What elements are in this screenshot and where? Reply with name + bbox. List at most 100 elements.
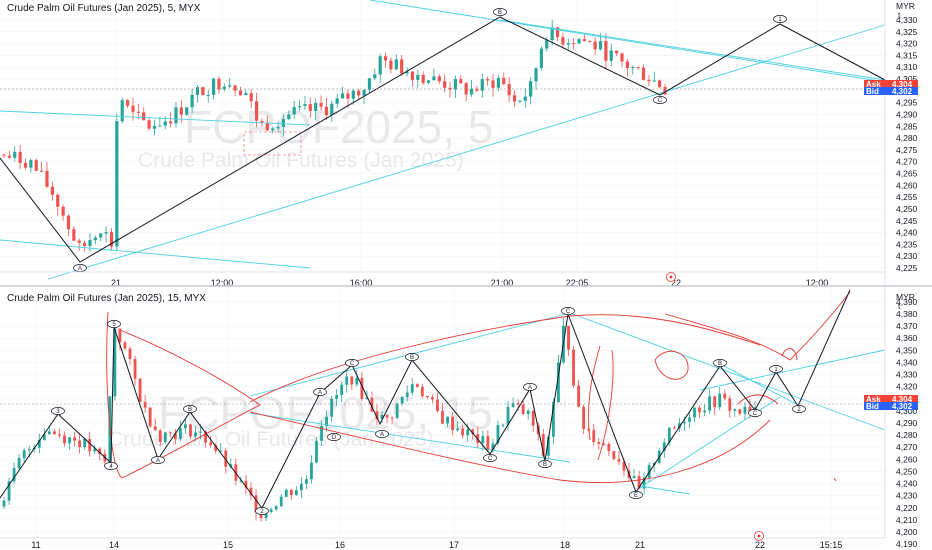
freehand-stroke — [833, 477, 837, 482]
candle-body — [512, 95, 517, 102]
candle-body — [179, 107, 183, 115]
price-tick-label: 4,190 — [896, 539, 918, 549]
candle-body — [147, 120, 151, 129]
candle-body — [486, 436, 490, 451]
top-chart-title: Crude Palm Oil Futures (Jan 2025), 5, MY… — [7, 3, 201, 14]
candle-body — [219, 450, 223, 452]
candle-body — [351, 90, 355, 99]
price-tick-label: 4,225 — [896, 263, 918, 273]
top-grid — [0, 0, 885, 272]
price-tick-label: 4,295 — [896, 98, 918, 108]
top-chart-panel[interactable]: FCPOF2025, 5 Crude Palm Oil Futures (Jan… — [0, 0, 918, 288]
time-tick-label: 17 — [449, 540, 459, 550]
candle-body — [274, 506, 278, 510]
wave-label-text: B — [498, 10, 502, 16]
freehand-stroke — [106, 311, 261, 479]
candle-body — [602, 443, 606, 445]
candle-body — [249, 93, 253, 102]
time-tick-label: 16:00 — [350, 278, 373, 288]
candle-body — [365, 397, 369, 399]
wave-label-text: C — [658, 98, 663, 104]
candle-body — [572, 43, 576, 45]
freehand-stroke — [781, 348, 798, 361]
candle-body — [233, 85, 237, 91]
candle-body — [77, 240, 81, 243]
top-price-axis[interactable]: 4,3304,3254,3204,3154,3104,3054,3004,295… — [896, 15, 918, 273]
candle-body — [405, 71, 409, 74]
candle-body — [281, 119, 286, 127]
trendline — [0, 239, 311, 269]
candle-body — [383, 56, 388, 61]
candle-body — [324, 106, 329, 116]
time-tick-label: 22 — [755, 540, 765, 550]
wave-label-text: A — [380, 432, 384, 438]
candle-body — [143, 401, 147, 408]
candle-body — [7, 155, 11, 158]
wave-label-marker — [255, 507, 269, 515]
top-time-axis[interactable]: 21 12:00 16:00 21:00 22:05 22 12:00 — [111, 278, 828, 288]
candle-body — [400, 396, 404, 404]
trendline — [0, 110, 311, 126]
candle-body — [491, 443, 495, 451]
bottom-chart-panel[interactable]: FCPOF2025, 15 Crude Palm Oil Futures (Ja… — [0, 287, 918, 550]
candle-body — [550, 27, 554, 41]
price-tick-label: 4,230 — [896, 251, 918, 261]
candle-body — [340, 384, 344, 396]
candle-body — [264, 511, 268, 519]
candle-body — [335, 395, 339, 399]
candle-body — [271, 128, 275, 131]
candle-body — [511, 403, 515, 407]
bottom-price-axis[interactable]: 4,390 4,380 4,370 4,360 4,350 4,340 4,330 4,320… — [896, 297, 918, 549]
wave-label-text: A — [318, 390, 322, 396]
candle-body — [113, 328, 117, 397]
bottom-ask-value: 4,304 — [892, 395, 913, 404]
candle-body — [501, 424, 505, 426]
price-tick-label: 4,330 — [896, 15, 918, 25]
candle-body — [362, 89, 366, 96]
candle-body — [98, 448, 102, 455]
candle-body — [99, 233, 103, 238]
price-tick-label: 4,260 — [896, 454, 918, 464]
candle-body — [415, 384, 419, 387]
wave-label-text: 2 — [797, 407, 801, 413]
candle-body — [390, 417, 394, 419]
candle-body — [22, 450, 26, 458]
bottom-freehand-drawings[interactable] — [106, 291, 851, 483]
candle-body — [557, 362, 560, 403]
time-tick-label: 14 — [109, 540, 119, 550]
wave-label-marker — [561, 307, 575, 315]
candle-body — [350, 376, 354, 385]
candle-body — [299, 483, 303, 491]
bottom-bid-value: 4,302 — [892, 402, 913, 411]
candle-body — [636, 66, 640, 68]
bottom-bid-tag — [864, 402, 886, 410]
wave-label-marker — [151, 456, 165, 464]
price-tick-label: 4,220 — [896, 503, 918, 513]
candle-body — [184, 424, 187, 429]
wave-label-marker — [183, 405, 197, 413]
candle-body — [598, 41, 603, 50]
candle-body — [461, 428, 465, 436]
candle-body — [13, 151, 17, 158]
candle-body — [229, 464, 233, 467]
top-watermark-symbol: FCPOF2025, 5 — [184, 101, 493, 153]
candle-body — [632, 476, 636, 478]
wave-label-marker — [653, 96, 667, 104]
trendline — [499, 19, 886, 81]
candle-body — [448, 87, 452, 90]
price-tick-label: 4,300 — [896, 406, 918, 416]
price-tick-label: 4,245 — [896, 216, 918, 226]
candle-body — [206, 94, 210, 96]
candle-body — [593, 41, 597, 50]
price-tick-label: 4,370 — [896, 321, 918, 331]
candle-body — [502, 77, 506, 85]
top-trendlines[interactable] — [0, 0, 886, 280]
candle-body — [375, 411, 379, 419]
candle-body — [276, 126, 280, 129]
top-wave-path[interactable] — [0, 16, 886, 263]
top-event-marker-dot — [669, 275, 673, 279]
wave-label-marker — [493, 8, 507, 16]
trendline — [249, 412, 571, 463]
bottom-time-axis[interactable]: 11 14 15 16 17 18 21 22 15:15 — [31, 540, 842, 550]
